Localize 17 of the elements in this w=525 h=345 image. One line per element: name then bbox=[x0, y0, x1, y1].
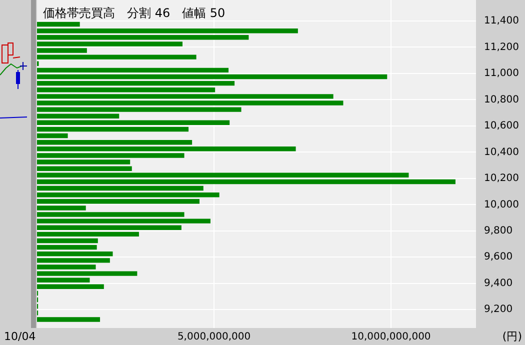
y-tick-label: 9,200 bbox=[484, 304, 513, 316]
y-tick-label: 10,400 bbox=[484, 146, 519, 158]
y-tick-label: 10,800 bbox=[484, 94, 519, 106]
x-tick-label: 10,000,000,000 bbox=[351, 332, 431, 343]
text: 価格帯売買高 分割 46 値幅 50 bbox=[43, 6, 226, 20]
y-tick-label: 10,200 bbox=[484, 173, 519, 184]
y-tick-label: 9,600 bbox=[484, 252, 513, 263]
text: 10/04 bbox=[4, 330, 36, 343]
y-tick-label: 9,400 bbox=[484, 278, 513, 289]
x-tick-label: 5,000,000,000 bbox=[177, 332, 251, 343]
y-tick-label: 10,000 bbox=[484, 199, 519, 210]
y-tick-label: 10,600 bbox=[484, 120, 519, 132]
y-tick-label: 11,200 bbox=[484, 42, 519, 53]
y-tick-label: 11,000 bbox=[484, 68, 519, 80]
y-tick-label: 11,400 bbox=[484, 16, 519, 27]
x-axis-title: (円) bbox=[502, 330, 522, 343]
y-tick-label: 9,800 bbox=[484, 226, 513, 237]
